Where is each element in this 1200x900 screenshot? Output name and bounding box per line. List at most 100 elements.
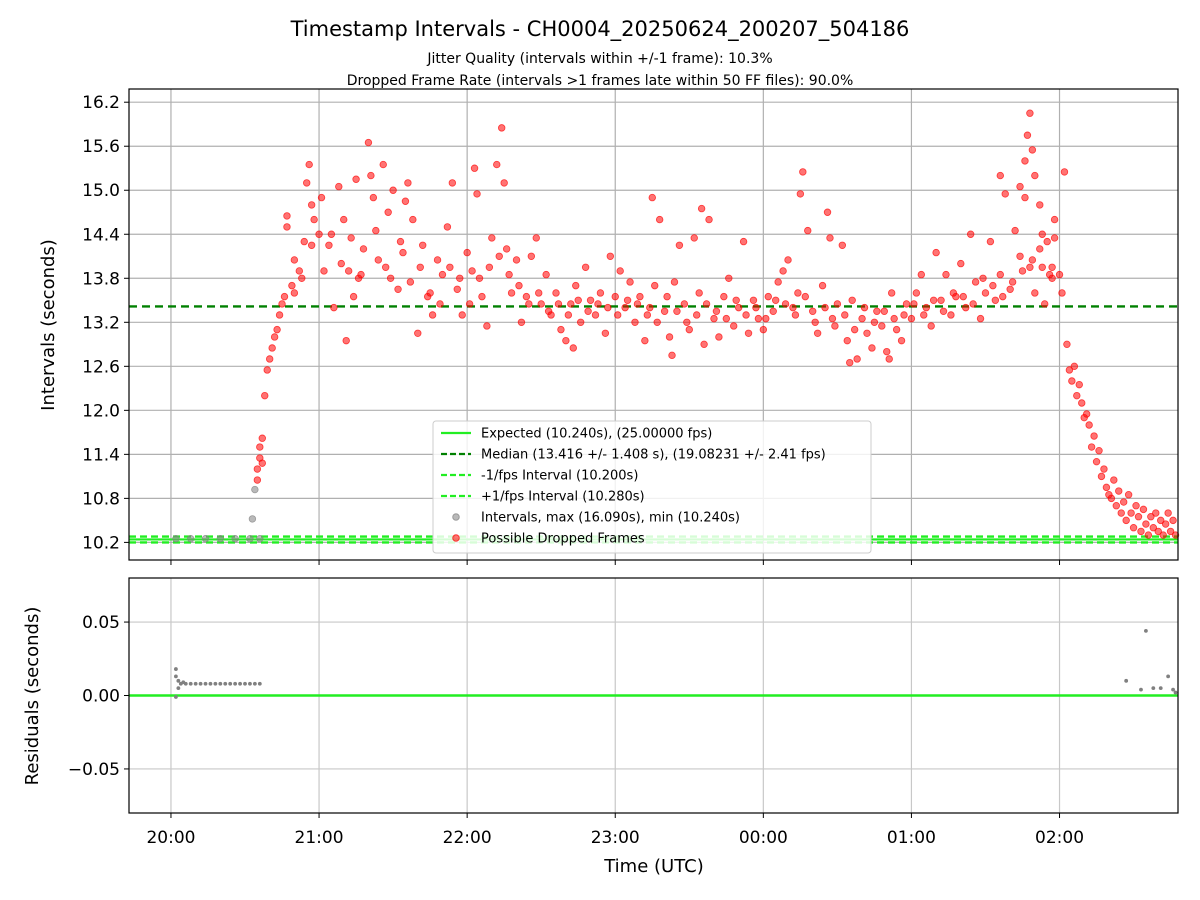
- interval-point-1-40: [386, 274, 395, 282]
- interval-point-1-299: [929, 296, 938, 304]
- interval-point-1-33: [359, 245, 368, 253]
- interval-point-1-179: [1028, 146, 1037, 154]
- residual-point-30: [1173, 690, 1178, 695]
- interval-point-1-57: [468, 267, 476, 275]
- interval-point-1-244: [381, 263, 390, 271]
- residual-point-21: [257, 681, 262, 686]
- interval-point-1-269: [633, 300, 642, 308]
- interval-point-1-320: [996, 171, 1004, 180]
- interval-point-1-79: [576, 318, 585, 326]
- interval-point-1-322: [342, 336, 350, 345]
- interval-point-1-26: [325, 241, 333, 249]
- interval-point-1-198: [1085, 421, 1093, 429]
- interval-point-1-262: [564, 311, 573, 319]
- interval-point-1-6: [261, 391, 269, 400]
- interval-point-1-237: [307, 241, 316, 249]
- interval-point-1-312: [352, 175, 360, 183]
- interval-point-1-243: [372, 226, 380, 235]
- interval-point-1-187: [1058, 289, 1066, 297]
- intervals-y-tick-label-4: 12.6: [82, 357, 120, 377]
- interval-point-1-150: [927, 322, 935, 330]
- interval-point-1-324: [668, 351, 676, 360]
- interval-point-1-25: [320, 267, 328, 275]
- interval-point-1-311: [1048, 274, 1056, 282]
- interval-point-1-141: [883, 347, 891, 356]
- interval-point-1-152: [937, 296, 945, 304]
- interval-point-1-194: [1075, 380, 1083, 389]
- x-tick-label-2300: 23:00: [591, 828, 640, 848]
- interval-point-1-103: [695, 289, 703, 297]
- x-tick-label-0200: 02:00: [1035, 828, 1084, 848]
- legend-label-0: Expected (10.240s), (25.00000 fps): [481, 427, 712, 442]
- interval-point-1-272: [663, 292, 671, 301]
- interval-point-1-175: [1050, 234, 1059, 242]
- interval-point-1-291: [850, 325, 859, 334]
- residual-point-6: [183, 681, 188, 686]
- interval-point-1-56: [463, 248, 471, 257]
- interval-point-1-29: [340, 215, 348, 224]
- legend-label-5: Possible Dropped Frames: [481, 532, 645, 547]
- interval-point-1-23: [310, 215, 318, 224]
- legend-items: Expected (10.240s), (25.00000 fps) Median…: [441, 427, 826, 547]
- residual-point-14: [223, 681, 228, 686]
- interval-point-1-21: [305, 160, 313, 169]
- interval-point-1-249: [436, 300, 444, 308]
- interval-point-1-123: [794, 289, 802, 297]
- interval-point-1-118: [769, 307, 777, 315]
- interval-point-1-234: [283, 223, 291, 231]
- interval-point-1-114: [749, 296, 758, 304]
- interval-point-1-289: [831, 322, 839, 330]
- interval-point-1-275: [692, 311, 701, 319]
- interval-point-1-54: [453, 285, 461, 293]
- interval-point-1-232: [1169, 516, 1177, 525]
- interval-point-1-15: [283, 212, 291, 220]
- interval-point-1-281: [752, 303, 760, 312]
- interval-point-1-0: [253, 476, 262, 484]
- intervals-y-ticks: 10.2 10.8 11.4 12.0 12.6 13.2 13.8 14.4 15.0 15.6…: [82, 93, 129, 553]
- interval-point-1-43: [399, 248, 407, 257]
- interval-point-1-213: [1122, 516, 1130, 525]
- interval-point-1-47: [419, 241, 427, 249]
- intervals-y-tick-label-2: 11.4: [82, 445, 120, 465]
- interval-point-1-280: [742, 311, 750, 319]
- interval-point-1-266: [604, 303, 612, 312]
- interval-point-1-265: [594, 300, 602, 308]
- interval-point-1-13: [278, 300, 286, 308]
- interval-point-1-99: [675, 241, 684, 249]
- interval-point-1-177: [1023, 131, 1032, 139]
- interval-point-1-325: [846, 358, 854, 367]
- interval-point-1-205: [1102, 483, 1111, 492]
- interval-point-1-219: [1137, 527, 1145, 536]
- interval-point-1-258: [525, 300, 533, 308]
- interval-point-1-91: [636, 292, 644, 301]
- interval-point-1-309: [1028, 256, 1037, 264]
- interval-point-1-126: [809, 307, 817, 315]
- interval-point-1-212: [1119, 498, 1128, 506]
- interval-point-1-18: [295, 267, 304, 275]
- interval-point-1-98: [670, 278, 679, 286]
- residual-point-0: [173, 667, 178, 671]
- interval-point-1-166: [1006, 285, 1014, 293]
- interval-point-1-95: [655, 215, 664, 224]
- interval-point-1-85: [606, 252, 615, 260]
- intervals-plot-frame: [128, 88, 1179, 561]
- residual-point-3: [176, 686, 181, 691]
- x-tick-label-0000: 00:00: [739, 828, 788, 848]
- interval-point-1-8: [265, 355, 274, 363]
- residual-point-9: [198, 681, 203, 686]
- interval-point-1-203: [1097, 472, 1106, 481]
- interval-point-1-263: [574, 296, 582, 304]
- interval-point-1-298: [920, 311, 928, 319]
- interval-point-1-224: [1149, 524, 1158, 532]
- interval-point-1-156: [957, 259, 965, 268]
- interval-point-1-253: [475, 274, 484, 282]
- intervals-y-tick-label-10: 16.2: [82, 93, 120, 113]
- interval-point-1-313: [401, 197, 410, 205]
- interval-point-1-70: [532, 234, 540, 242]
- interval-point-1-285: [791, 311, 800, 319]
- interval-point-1-288: [821, 303, 829, 312]
- intervals-y-axis-label: Intervals (seconds): [38, 239, 59, 411]
- interval-point-1-319: [826, 234, 834, 242]
- interval-point-1-229: [1161, 520, 1170, 528]
- interval-point-1-4: [258, 434, 266, 442]
